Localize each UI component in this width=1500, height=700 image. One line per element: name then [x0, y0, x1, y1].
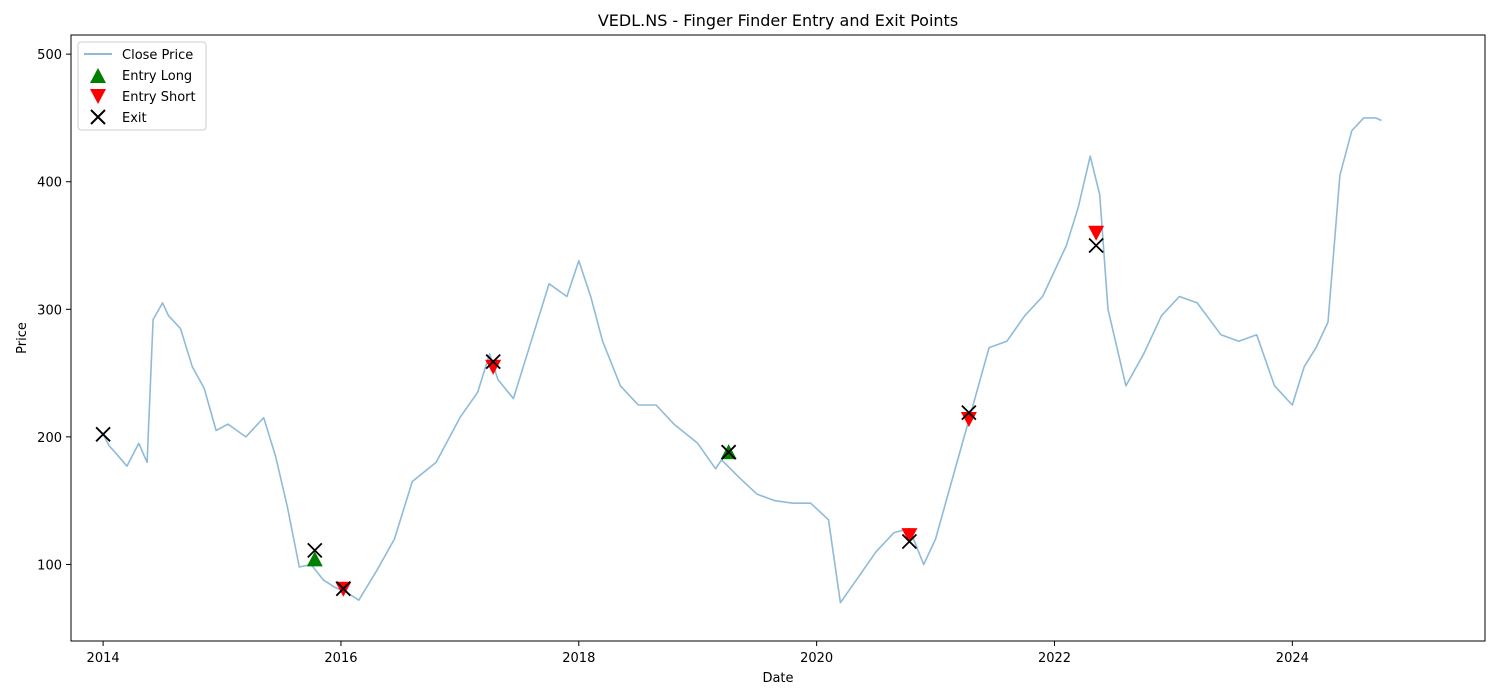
y-tick-label: 100 [37, 558, 62, 573]
x-tick-label: 2022 [1038, 651, 1071, 666]
series-layer [102, 117, 1382, 604]
x-axis: 2014 2016 2018 2020 2022 2024 [87, 641, 1309, 666]
exit-marker [307, 542, 323, 559]
y-tick-label: 400 [37, 176, 62, 191]
entry-short-marker [485, 359, 502, 375]
close-price-line [102, 117, 1382, 604]
x-tick-label: 2024 [1276, 651, 1309, 666]
marker-layer [95, 225, 1105, 597]
y-tick-label: 200 [37, 431, 62, 446]
plot-area [70, 34, 1486, 642]
legend-exit-label: Exit [122, 111, 147, 126]
chart-title: VEDL.NS - Finger Finder Entry and Exit P… [598, 11, 958, 30]
exit-marker [95, 426, 111, 442]
legend-short-label: Entry Short [122, 90, 196, 105]
x-tick-label: 2018 [562, 651, 595, 666]
x-tick-label: 2020 [800, 651, 833, 666]
legend-box [77, 41, 207, 131]
y-tick-label: 500 [37, 48, 62, 63]
legend-long-label: Entry Long [122, 69, 192, 84]
y-axis-title: Price [15, 322, 30, 354]
entry-short-marker [901, 528, 918, 544]
legend-short-swatch [90, 89, 106, 104]
legend-exit-swatch [90, 109, 106, 125]
exit-marker [485, 353, 501, 370]
exit-marker [335, 581, 351, 597]
legend: Close Price Entry Long Entry Short Exit [77, 41, 207, 131]
plot-frame [70, 34, 1486, 642]
exit-marker [721, 444, 737, 460]
y-axis: 100 200 300 400 500 [37, 48, 71, 573]
x-tick-label: 2014 [87, 651, 120, 666]
exit-marker [901, 533, 918, 550]
exit-marker [1088, 237, 1104, 254]
legend-long-swatch [90, 68, 106, 83]
x-axis-title: Date [762, 671, 793, 686]
exit-marker [961, 404, 977, 421]
y-tick-label: 300 [37, 303, 62, 318]
legend-close-label: Close Price [122, 48, 193, 63]
x-tick-label: 2016 [324, 651, 357, 666]
entry-short-marker [1088, 225, 1105, 241]
entry-long-marker [306, 551, 323, 567]
